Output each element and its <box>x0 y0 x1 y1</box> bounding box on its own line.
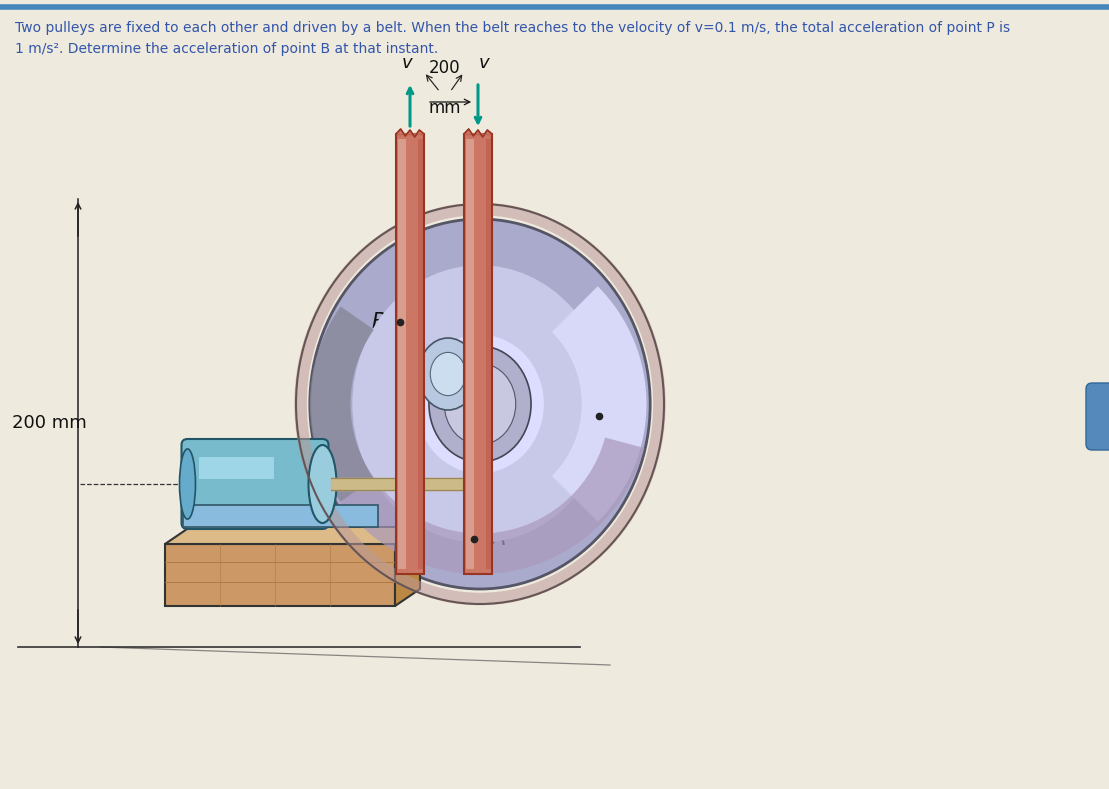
Ellipse shape <box>468 476 482 492</box>
Text: $v$: $v$ <box>478 54 490 72</box>
Text: 200 mm: 200 mm <box>12 414 87 432</box>
Ellipse shape <box>430 353 466 395</box>
Bar <box>183 505 378 527</box>
Ellipse shape <box>418 338 478 410</box>
Ellipse shape <box>180 449 195 519</box>
FancyBboxPatch shape <box>182 439 328 529</box>
Polygon shape <box>396 129 424 137</box>
Polygon shape <box>464 129 492 137</box>
Bar <box>398 139 406 569</box>
Bar <box>418 139 424 569</box>
Ellipse shape <box>429 346 531 462</box>
FancyBboxPatch shape <box>200 457 274 479</box>
Bar <box>165 544 395 606</box>
Wedge shape <box>309 306 374 502</box>
Bar <box>486 139 491 569</box>
Polygon shape <box>165 527 420 544</box>
Ellipse shape <box>445 364 516 444</box>
Bar <box>396 134 424 574</box>
Text: $B$: $B$ <box>370 312 386 332</box>
Bar <box>464 134 492 574</box>
Ellipse shape <box>416 335 543 473</box>
Ellipse shape <box>309 219 650 589</box>
Ellipse shape <box>353 265 608 543</box>
Text: $A$: $A$ <box>490 529 506 549</box>
Text: $v$: $v$ <box>400 54 414 72</box>
Bar <box>466 139 474 569</box>
Wedge shape <box>552 286 647 522</box>
Text: mm: mm <box>429 99 461 117</box>
Text: Two pulleys are fixed to each other and driven by a belt. When the belt reaches : Two pulleys are fixed to each other and … <box>16 21 1010 35</box>
Ellipse shape <box>308 445 336 523</box>
Wedge shape <box>316 438 644 574</box>
FancyBboxPatch shape <box>1086 383 1109 450</box>
Text: 1 m/s². Determine the acceleration of point B at that instant.: 1 m/s². Determine the acceleration of po… <box>16 42 438 56</box>
Text: 200: 200 <box>429 59 460 77</box>
Text: $P$: $P$ <box>618 406 632 426</box>
Polygon shape <box>395 527 420 606</box>
